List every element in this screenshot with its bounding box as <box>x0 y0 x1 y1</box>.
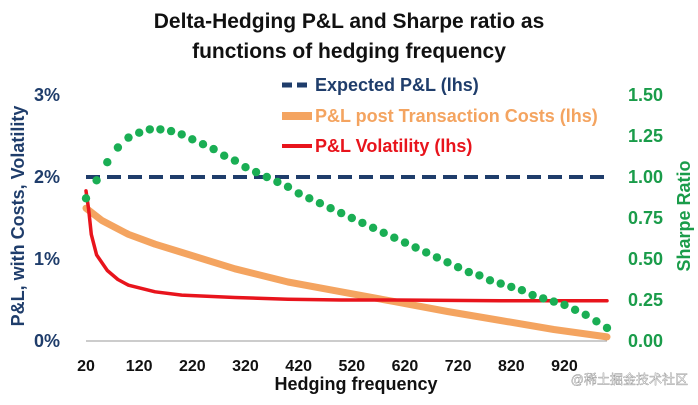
sharpe-ratio-point <box>368 223 378 232</box>
sharpe-ratio-point <box>390 233 399 242</box>
sharpe-ratio-point <box>251 167 261 177</box>
y-axis-right-label: Sharpe Ratio <box>674 160 694 271</box>
sharpe-ratio-point <box>475 271 484 280</box>
axes: 0% 1% 2% 3% 0.00 0.25 0.50 0.75 1.00 1.25 1.50 20 12… <box>34 85 663 375</box>
sharpe-ratio-point <box>549 297 558 306</box>
sharpe-ratio-point <box>241 163 250 172</box>
sharpe-ratio-point <box>230 156 240 165</box>
sharpe-ratio-point <box>188 135 197 144</box>
sharpe-ratio-point <box>273 177 282 187</box>
y-right-tick-label: 0.25 <box>628 290 663 310</box>
x-tick-label: 720 <box>445 358 472 375</box>
y-left-tick-label: 2% <box>34 167 60 187</box>
y-right-tick-label: 0.75 <box>628 208 663 228</box>
sharpe-ratio-point <box>347 213 356 223</box>
series-group <box>81 125 612 341</box>
sharpe-ratio-point <box>443 258 452 267</box>
sharpe-ratio-point <box>496 279 505 288</box>
sharpe-ratio-point <box>124 133 133 142</box>
sharpe-ratio-point <box>209 144 218 154</box>
sharpe-ratio-point <box>283 182 293 191</box>
y-left-tick-label: 3% <box>34 85 60 105</box>
legend-label-post-costs: P&L post Transaction Costs (lhs) <box>315 106 598 126</box>
sharpe-ratio-point <box>602 323 612 333</box>
sharpe-ratio-point <box>103 158 112 167</box>
x-tick-label: 220 <box>179 358 206 375</box>
sharpe-ratio-point <box>220 151 229 160</box>
y-axis-left-label: P&L, with Costs, Volatility <box>8 106 28 327</box>
sharpe-ratio-point <box>326 204 335 213</box>
sharpe-ratio-point <box>135 128 144 137</box>
pl-post-costs-line <box>82 204 611 341</box>
sharpe-ratio-point <box>400 238 410 247</box>
y-right-tick-label: 0.00 <box>628 331 663 351</box>
watermark-text: @稀土掘金技术社区 <box>571 372 688 387</box>
sharpe-ratio-point <box>177 130 186 139</box>
x-tick-label: 120 <box>126 358 153 375</box>
sharpe-ratio-point <box>517 286 527 295</box>
pl-volatility-line <box>84 189 609 303</box>
sharpe-ratio-point <box>358 218 367 228</box>
sharpe-ratio-point <box>507 282 516 292</box>
sharpe-ratio-point <box>81 194 91 203</box>
x-tick-label: 520 <box>338 358 365 375</box>
sharpe-ratio-point <box>337 208 346 218</box>
sharpe-ratio-point <box>145 125 154 134</box>
sharpe-ratio-point <box>305 194 314 203</box>
sharpe-ratio-point <box>570 305 580 314</box>
y-right-tick-label: 1.50 <box>628 85 663 105</box>
sharpe-ratio-point <box>432 253 442 262</box>
legend: Expected P&L (lhs) P&L post Transaction … <box>282 75 598 156</box>
sharpe-ratio-point <box>198 140 208 149</box>
chart-title-line-1: Delta-Hedging P&L and Sharpe ratio as <box>154 10 545 33</box>
legend-label-expected: Expected P&L (lhs) <box>315 75 479 95</box>
x-tick-label: 320 <box>232 358 259 375</box>
x-tick-label: 20 <box>77 358 95 375</box>
sharpe-ratio-point <box>411 243 420 252</box>
sharpe-ratio-point <box>294 189 303 198</box>
sharpe-ratio-point <box>315 199 325 208</box>
y-left-tick-label: 0% <box>34 331 60 351</box>
x-tick-label: 620 <box>392 358 419 375</box>
sharpe-ratio-point <box>528 290 537 300</box>
sharpe-ratio-point <box>166 126 176 136</box>
sharpe-ratio-point <box>581 310 590 319</box>
y-right-tick-label: 0.50 <box>628 249 663 269</box>
y-right-tick-label: 1.25 <box>628 126 663 146</box>
sharpe-ratio-point <box>592 317 601 326</box>
x-tick-label: 820 <box>498 358 525 375</box>
sharpe-ratio-point <box>560 300 569 310</box>
sharpe-ratio-point <box>422 248 431 257</box>
x-axis-label: Hedging frequency <box>274 374 437 394</box>
sharpe-ratio-point <box>379 228 388 237</box>
legend-label-volatility: P&L Volatility (lhs) <box>315 136 472 156</box>
chart-title-line-2: functions of hedging frequency <box>192 40 506 63</box>
sharpe-ratio-point <box>262 172 271 182</box>
y-left-tick-label: 1% <box>34 249 60 269</box>
sharpe-ratio-point <box>156 125 165 134</box>
sharpe-ratio-point <box>539 294 548 303</box>
sharpe-ratio-point <box>453 263 463 272</box>
sharpe-ratio-point <box>113 143 123 152</box>
sharpe-ratio-point <box>92 176 101 185</box>
sharpe-ratio-point <box>464 267 473 277</box>
x-tick-label: 920 <box>551 358 578 375</box>
y-right-tick-label: 1.00 <box>628 167 663 187</box>
x-tick-label: 420 <box>285 358 312 375</box>
sharpe-ratio-point <box>485 276 495 285</box>
